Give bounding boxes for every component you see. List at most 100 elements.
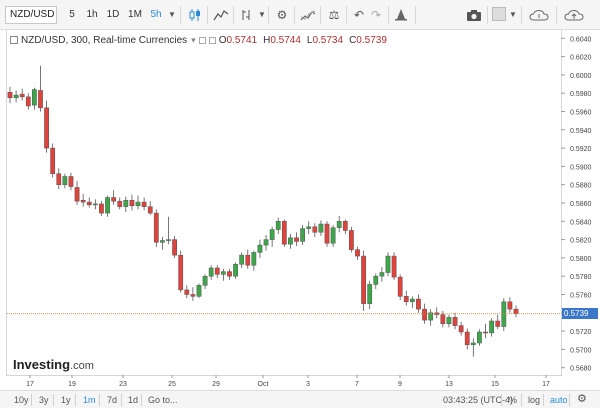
candle-body: [196, 285, 202, 297]
candle-body: [342, 221, 348, 231]
settings-icon[interactable]: ⚙: [276, 8, 288, 22]
candle-bullish: [306, 221, 312, 235]
top-toolbar: NZD/USD 5 1h 1D 1M 5h ▼ ▼ ⚙ ⚖ ↶ ↷ ▼: [0, 0, 600, 30]
range-1d[interactable]: 1d: [128, 395, 139, 405]
y-tick-label: 0.5840: [570, 219, 592, 226]
candle-bearish: [99, 201, 104, 216]
range-7d[interactable]: 7d: [107, 395, 118, 405]
toolbar-divider: [207, 6, 208, 24]
cloud-load-icon[interactable]: [527, 6, 551, 24]
candle-bearish: [458, 321, 464, 336]
candle-body: [428, 312, 434, 321]
legend-title: NZD/USD, 300, Real-time Currencies: [21, 34, 188, 46]
alert-icon[interactable]: [391, 6, 411, 24]
candle-body: [50, 147, 56, 174]
timeframe-5[interactable]: 5: [69, 9, 75, 20]
x-tick-label: Oct: [258, 381, 269, 388]
timeframe-1d[interactable]: 1D: [106, 9, 120, 20]
investing-logo: Investing.com: [13, 357, 94, 372]
candle-body: [80, 200, 86, 203]
candle-body: [56, 173, 62, 185]
redo-icon[interactable]: ↷: [370, 8, 382, 22]
range-10y[interactable]: 10y: [14, 395, 29, 405]
candle-body: [129, 200, 135, 206]
bottom-divider: [543, 394, 544, 406]
candle-bullish: [202, 274, 208, 289]
x-tick-label: 19: [68, 381, 76, 388]
legend-dropdown-icon[interactable]: ▾: [191, 34, 196, 45]
candles-icon[interactable]: [185, 6, 205, 24]
candle-bullish: [446, 314, 452, 328]
candle-body: [477, 331, 482, 344]
toolbar-divider: [346, 6, 347, 24]
candle-bullish: [373, 273, 379, 289]
candle-bullish: [32, 87, 37, 110]
drawing-dropdown-icon[interactable]: ▼: [258, 10, 266, 19]
drawing-tools-icon[interactable]: [237, 6, 257, 24]
candle-bearish: [190, 287, 196, 301]
candle-body: [190, 294, 196, 297]
candle-body: [470, 342, 476, 346]
legend-settings-icon[interactable]: [198, 36, 206, 44]
y-tick-label: 0.5760: [570, 292, 592, 299]
indicators-icon[interactable]: [211, 6, 231, 24]
chart-settings-icon[interactable]: ⚙: [577, 393, 587, 405]
toolbar-divider: [556, 6, 557, 24]
candle-bearish: [391, 252, 397, 280]
collapse-legend-icon[interactable]: [10, 36, 18, 44]
candle-bearish: [172, 235, 177, 258]
candle-body: [245, 254, 251, 266]
y-tick-label: 0.5820: [570, 238, 592, 245]
range-1m[interactable]: 1m: [83, 395, 96, 405]
chart-pane[interactable]: [6, 30, 562, 376]
camera-icon[interactable]: [464, 6, 484, 24]
candle-body: [44, 107, 49, 149]
theme-dropdown-icon[interactable]: ▼: [509, 10, 517, 19]
toolbar-divider: [388, 6, 389, 24]
candle-bullish: [379, 267, 385, 282]
candle-bearish: [312, 223, 318, 237]
candle-body: [397, 276, 403, 297]
candle-body: [330, 227, 336, 244]
range-1y[interactable]: 1y: [61, 395, 71, 405]
goto-date-button[interactable]: Go to...: [148, 395, 178, 405]
range-3y[interactable]: 3y: [39, 395, 49, 405]
candle-bullish: [62, 173, 68, 189]
candle-bearish: [80, 193, 86, 207]
candle-bullish: [336, 215, 342, 233]
legend-remove-icon[interactable]: [208, 36, 216, 44]
timeframe-dropdown-icon[interactable]: ▼: [168, 10, 176, 19]
candle-bearish: [403, 290, 409, 306]
percent-scale-toggle[interactable]: %: [509, 395, 518, 405]
candle-bearish: [7, 86, 13, 104]
log-scale-toggle[interactable]: log: [528, 395, 541, 405]
candle-bearish: [245, 249, 251, 269]
candle-body: [62, 176, 68, 185]
bottom-divider: [521, 394, 522, 406]
timeframe-1m[interactable]: 1M: [128, 9, 142, 20]
logo-brand: Investing: [13, 357, 71, 372]
toolbar-divider: [180, 6, 181, 24]
compare-icon[interactable]: [298, 6, 318, 24]
symbol-search-input[interactable]: NZD/USD: [5, 6, 57, 24]
candle-body: [135, 201, 141, 206]
candle-body: [178, 254, 184, 291]
candle-bullish: [318, 220, 324, 236]
candle-bearish: [50, 143, 56, 178]
scales-icon[interactable]: ⚖: [328, 8, 340, 22]
cloud-save-icon[interactable]: [562, 6, 586, 24]
y-tick-label: 0.5960: [570, 110, 592, 117]
undo-icon[interactable]: ↶: [353, 8, 365, 22]
candlestick-chart[interactable]: 0.6040 0.6020 0.6000 0.5980 0.5960 0.5940 0.59…: [0, 0, 600, 390]
candle-body: [458, 325, 464, 333]
candle-bearish: [342, 219, 348, 235]
candle-body: [153, 212, 159, 243]
candle-bearish: [25, 93, 31, 110]
current-time[interactable]: 03:43:25 (UTC-4): [443, 395, 514, 405]
color-theme-button[interactable]: [492, 7, 506, 21]
timeframe-1h[interactable]: 1h: [86, 9, 98, 20]
auto-scale-toggle[interactable]: auto: [550, 395, 568, 405]
candle-body: [208, 267, 214, 277]
candle-bullish: [135, 195, 141, 210]
timeframe-5h[interactable]: 5h: [150, 9, 162, 20]
